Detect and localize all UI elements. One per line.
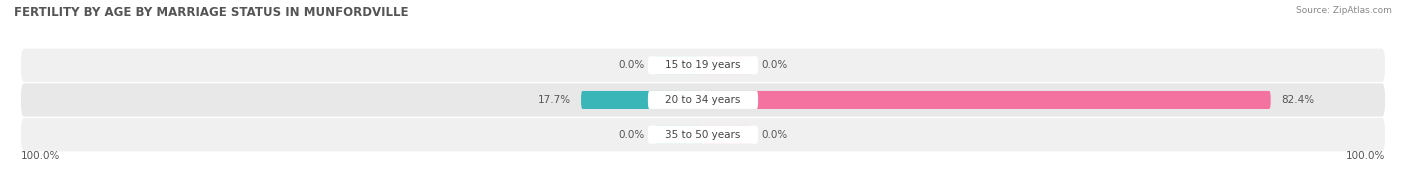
- FancyBboxPatch shape: [655, 56, 703, 74]
- Text: 20 to 34 years: 20 to 34 years: [665, 95, 741, 105]
- Text: 0.0%: 0.0%: [619, 130, 644, 140]
- FancyBboxPatch shape: [21, 49, 1385, 82]
- FancyBboxPatch shape: [648, 91, 758, 109]
- Text: Source: ZipAtlas.com: Source: ZipAtlas.com: [1296, 6, 1392, 15]
- Text: 100.0%: 100.0%: [1346, 151, 1385, 161]
- FancyBboxPatch shape: [21, 83, 1385, 117]
- FancyBboxPatch shape: [648, 56, 758, 74]
- Text: 17.7%: 17.7%: [537, 95, 571, 105]
- Text: 0.0%: 0.0%: [762, 130, 787, 140]
- Text: FERTILITY BY AGE BY MARRIAGE STATUS IN MUNFORDVILLE: FERTILITY BY AGE BY MARRIAGE STATUS IN M…: [14, 6, 409, 19]
- Text: 100.0%: 100.0%: [21, 151, 60, 161]
- Text: 0.0%: 0.0%: [619, 60, 644, 70]
- Text: 15 to 19 years: 15 to 19 years: [665, 60, 741, 70]
- FancyBboxPatch shape: [21, 118, 1385, 151]
- FancyBboxPatch shape: [581, 91, 703, 109]
- FancyBboxPatch shape: [655, 126, 703, 144]
- Text: 82.4%: 82.4%: [1281, 95, 1315, 105]
- Text: 35 to 50 years: 35 to 50 years: [665, 130, 741, 140]
- Text: 0.0%: 0.0%: [762, 60, 787, 70]
- FancyBboxPatch shape: [703, 91, 1271, 109]
- FancyBboxPatch shape: [648, 126, 758, 144]
- FancyBboxPatch shape: [703, 56, 751, 74]
- FancyBboxPatch shape: [703, 126, 751, 144]
